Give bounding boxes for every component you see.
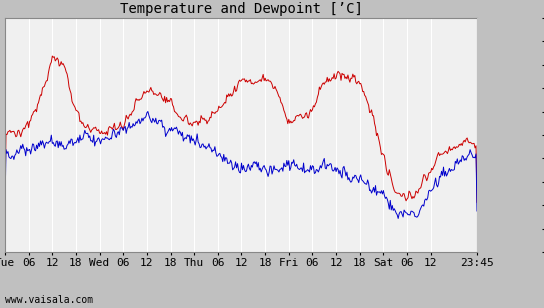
Text: Temperature and Dewpoint [’C]: Temperature and Dewpoint [’C] xyxy=(120,2,362,16)
Text: www.vaisala.com: www.vaisala.com xyxy=(5,295,94,305)
